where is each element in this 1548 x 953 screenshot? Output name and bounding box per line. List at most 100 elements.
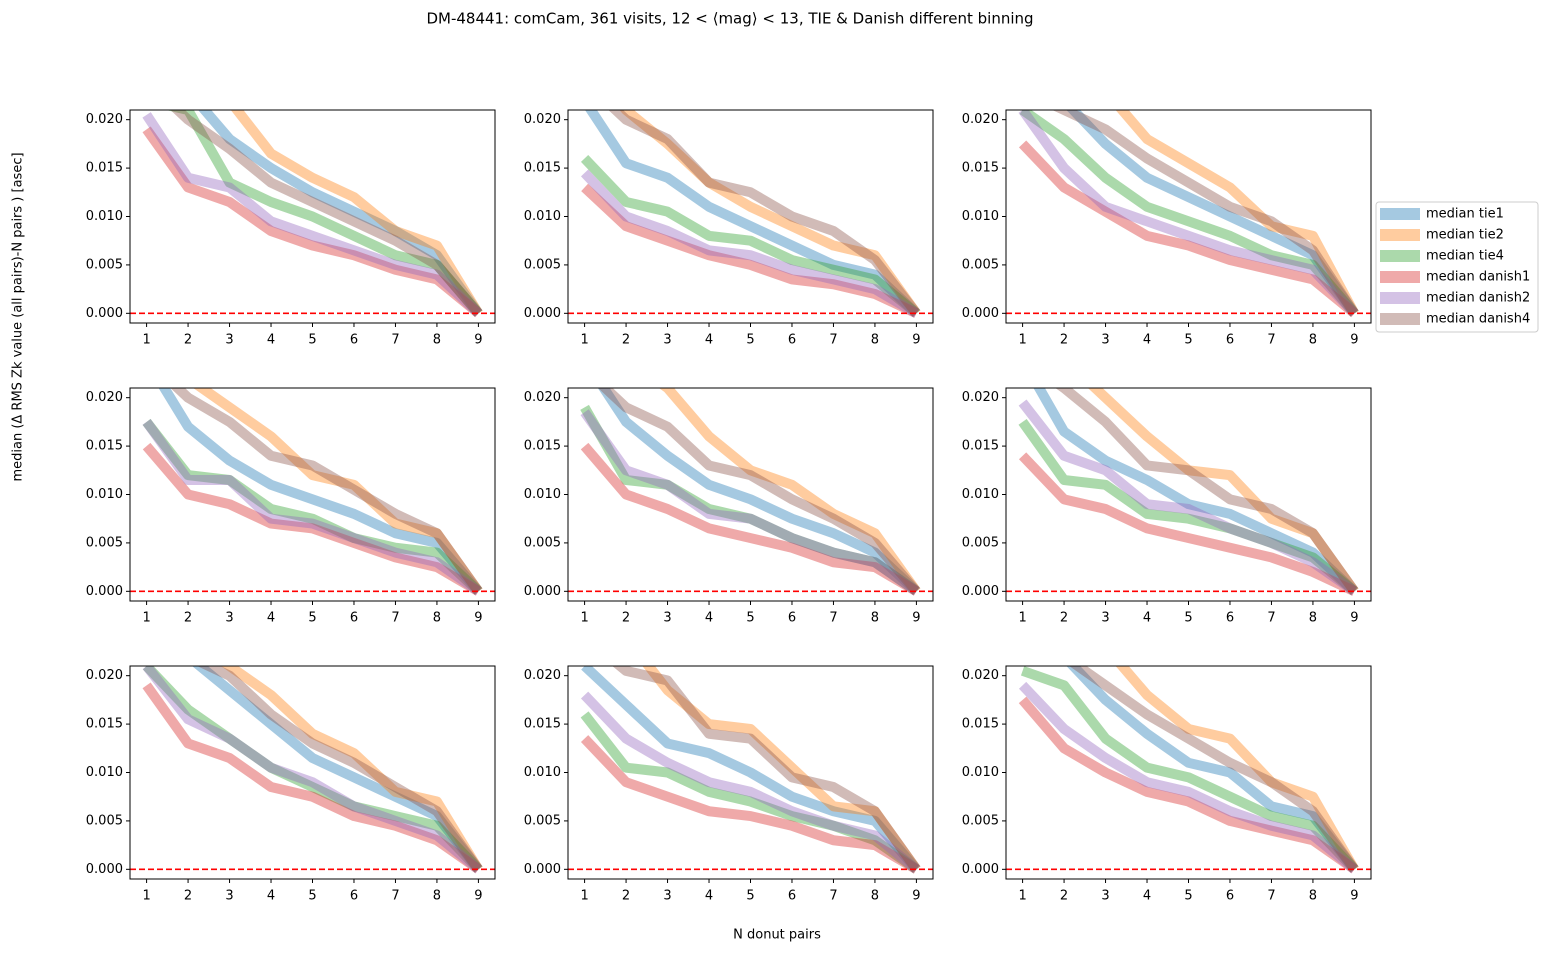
x-tick-label: 2 [622, 889, 630, 904]
x-tick-label: 2 [622, 333, 630, 348]
x-tick-label: 2 [184, 611, 192, 626]
x-tick-label: 2 [1060, 333, 1068, 348]
series-line [1018, 452, 1357, 596]
y-tick-label: 0.010 [86, 209, 123, 224]
y-tick-label: 0.010 [524, 209, 561, 224]
axes-frame [129, 387, 496, 602]
x-tick-label: 1 [1018, 333, 1026, 348]
x-tick-label: 4 [267, 889, 275, 904]
plot-area [568, 666, 933, 874]
x-tick-label: 4 [705, 611, 713, 626]
plot-area [130, 388, 495, 596]
x-tick-label: 9 [474, 611, 482, 626]
series-line [170, 388, 483, 595]
x-tick-label: 9 [912, 889, 920, 904]
series-line [612, 666, 921, 873]
series-line [581, 666, 921, 873]
x-tick-label: 4 [267, 333, 275, 348]
x-tick-label: 3 [663, 889, 671, 904]
series-line [580, 691, 920, 874]
plot-area [568, 110, 933, 318]
x-tick-label: 9 [912, 333, 920, 348]
x-tick-label: 4 [267, 611, 275, 626]
series-line [1087, 388, 1359, 595]
y-tick-label: 0.005 [962, 813, 999, 828]
series-line [198, 110, 483, 317]
x-tick-label: 1 [142, 611, 150, 626]
series-line [170, 110, 483, 317]
series-line [580, 409, 920, 596]
x-tick-label: 3 [1101, 611, 1109, 626]
series-line [142, 418, 482, 595]
y-tick-label: 0.010 [86, 487, 123, 502]
y-tick-label: 0.015 [86, 717, 123, 732]
x-tick-label: 5 [746, 333, 754, 348]
x-tick-label: 3 [1101, 333, 1109, 348]
x-tick-label: 8 [433, 889, 441, 904]
y-tick-label: 0.000 [86, 584, 123, 599]
legend-label: median tie1 [1426, 207, 1504, 222]
series-line [584, 110, 920, 317]
y-tick-label: 0.020 [524, 390, 561, 405]
series-line [1018, 696, 1358, 874]
y-tick-label: 0.015 [524, 439, 561, 454]
plot-area [130, 666, 495, 874]
x-tick-label: 3 [225, 889, 233, 904]
x-tick-label: 3 [1101, 889, 1109, 904]
x-tick-label: 3 [663, 333, 671, 348]
x-tick-label: 1 [580, 333, 588, 348]
x-tick-label: 7 [1267, 889, 1275, 904]
x-tick-label: 7 [391, 889, 399, 904]
x-tick-label: 9 [912, 611, 920, 626]
plot-area [1006, 110, 1371, 318]
series-line [142, 126, 482, 318]
y-tick-label: 0.005 [86, 257, 123, 272]
chart-title: DM-48441: comCam, 361 visits, 12 < ⟨mag⟩… [426, 10, 1033, 28]
legend-swatch [1380, 208, 1420, 220]
legend-swatch [1380, 229, 1420, 241]
x-tick-label: 6 [788, 889, 796, 904]
plot-area [1006, 388, 1371, 596]
series-line [1066, 666, 1359, 873]
series-line [1055, 388, 1359, 595]
axes-frame [567, 665, 934, 880]
legend-swatch [1380, 313, 1420, 325]
x-tick-label: 7 [829, 333, 837, 348]
series-line [658, 388, 921, 595]
series-line [1018, 418, 1358, 596]
x-tick-label: 5 [1184, 611, 1192, 626]
series-line [1115, 110, 1359, 316]
y-tick-label: 0.015 [962, 717, 999, 732]
y-tick-label: 0.010 [962, 209, 999, 224]
series-line [230, 110, 483, 316]
legend-label: median danish2 [1426, 291, 1530, 306]
x-tick-label: 3 [663, 611, 671, 626]
x-tick-label: 7 [1267, 611, 1275, 626]
axes-frame [129, 109, 496, 324]
series-line [142, 112, 482, 317]
series-line [1018, 140, 1358, 318]
axes-frame [1005, 665, 1372, 880]
y-tick-label: 0.005 [962, 257, 999, 272]
series-line [581, 183, 919, 318]
series-line [142, 682, 482, 874]
x-tick-label: 6 [350, 611, 358, 626]
y-tick-label: 0.020 [86, 390, 123, 405]
axes-frame [567, 109, 934, 324]
y-tick-label: 0.000 [524, 306, 561, 321]
y-tick-label: 0.020 [86, 112, 123, 127]
x-tick-label: 2 [1060, 889, 1068, 904]
series-line [196, 666, 483, 873]
y-tick-label: 0.005 [524, 813, 561, 828]
x-tick-label: 1 [580, 889, 588, 904]
legend-label: median danish4 [1426, 312, 1530, 327]
y-tick-label: 0.000 [962, 584, 999, 599]
x-tick-label: 5 [1184, 333, 1192, 348]
series-line [1069, 666, 1359, 873]
series-line [220, 666, 483, 872]
y-tick-label: 0.010 [86, 765, 123, 780]
series-line [580, 154, 920, 318]
x-tick-label: 9 [474, 889, 482, 904]
y-tick-label: 0.010 [524, 765, 561, 780]
